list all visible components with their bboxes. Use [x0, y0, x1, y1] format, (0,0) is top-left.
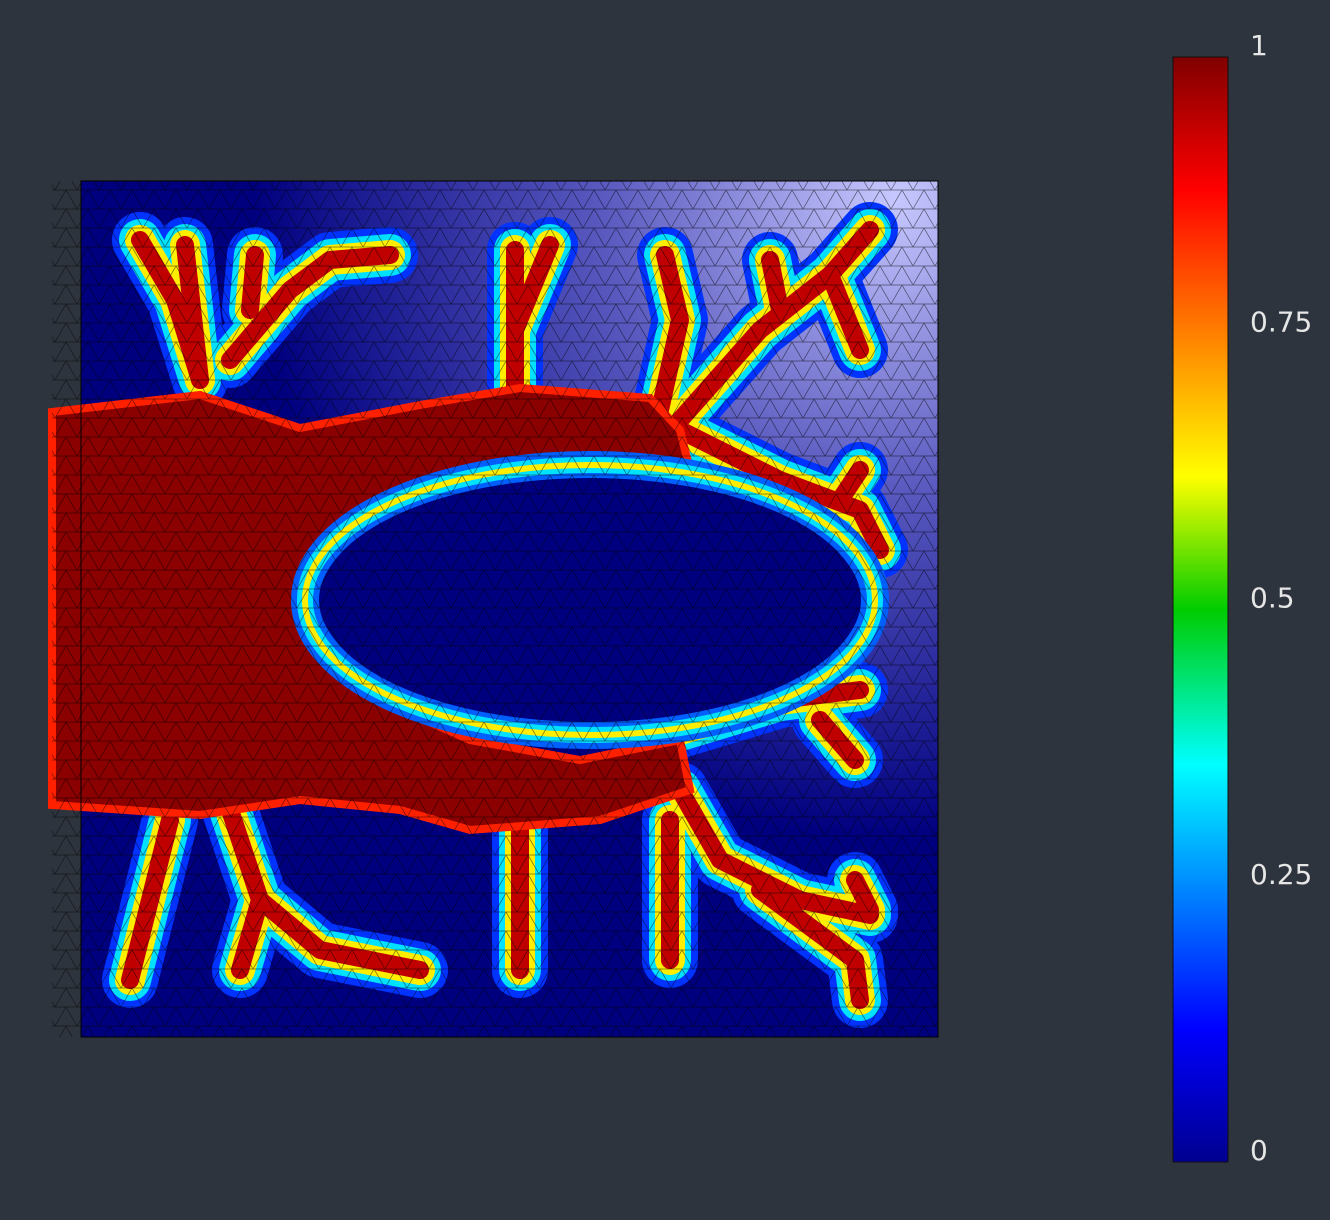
colorbar	[1172, 56, 1229, 1163]
colorbar-tick-label: 0	[1250, 1134, 1268, 1167]
colorbar-ticks: 0 0.25 0.5 0.75 1	[1250, 29, 1312, 1167]
colorbar-tick-label: 1	[1250, 29, 1268, 62]
colorbar-tick-label: 0.75	[1250, 305, 1312, 338]
colorbar-tick-label: 0.5	[1250, 582, 1295, 615]
mesh-domain	[52, 180, 939, 1038]
colorbar-tick-label: 0.25	[1250, 858, 1312, 891]
